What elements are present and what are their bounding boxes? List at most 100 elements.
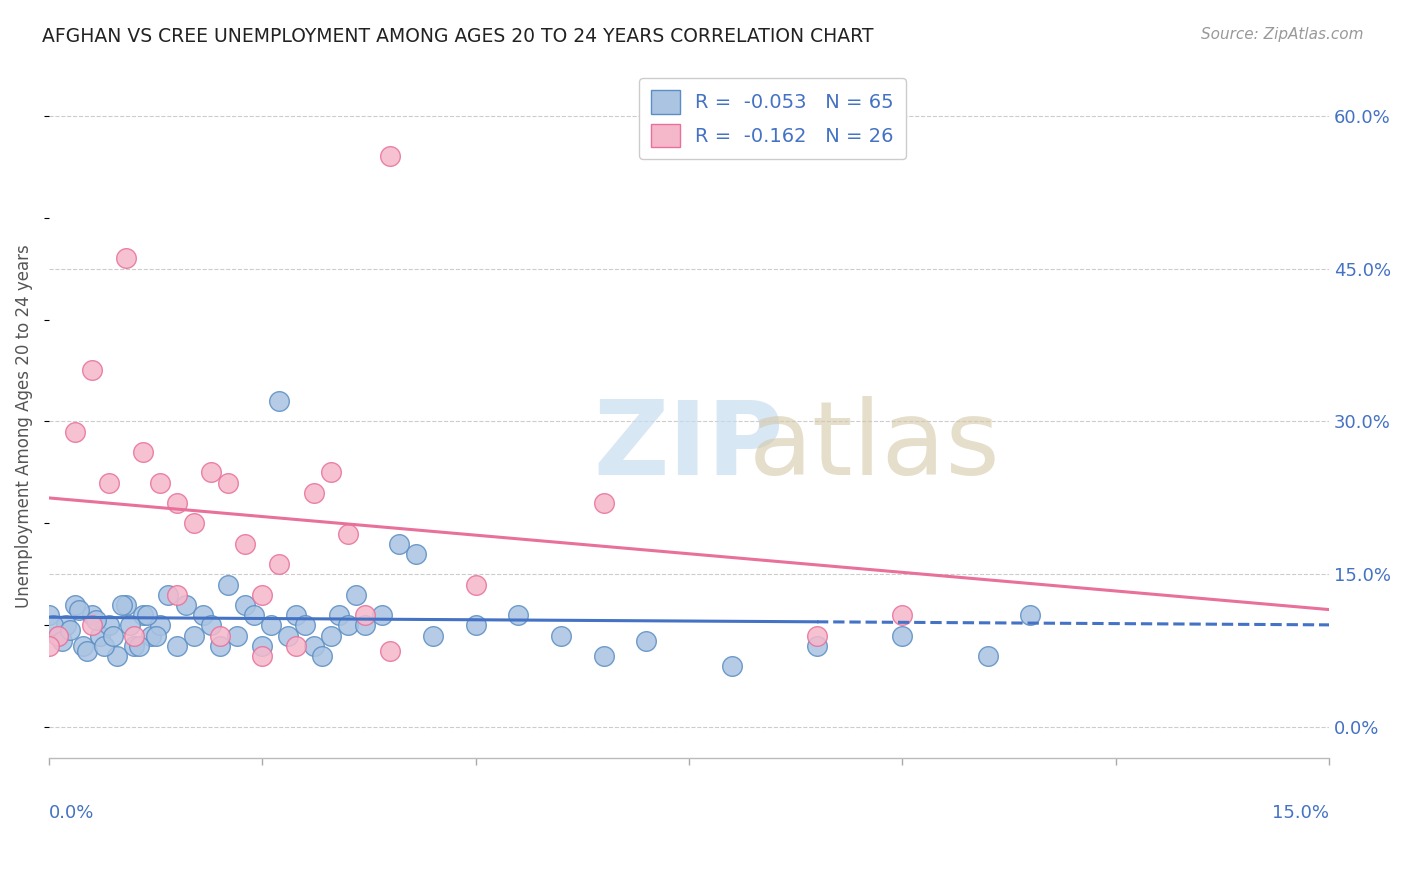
Point: [277, 629, 299, 643]
Point: [344, 588, 367, 602]
Point: [157, 588, 180, 602]
Point: [114, 252, 136, 266]
Point: [101, 629, 124, 643]
Point: [806, 639, 828, 653]
Point: [93, 639, 115, 653]
Point: [110, 598, 132, 612]
Point: [353, 618, 375, 632]
Point: [183, 629, 205, 643]
Point: [166, 639, 188, 653]
Point: [388, 537, 411, 551]
Point: [336, 526, 359, 541]
Point: [63, 598, 86, 612]
Point: [636, 633, 658, 648]
Point: [166, 588, 188, 602]
Point: [80, 608, 103, 623]
Point: [132, 445, 155, 459]
Point: [592, 648, 614, 663]
Point: [200, 466, 222, 480]
Point: [208, 629, 231, 643]
Point: [174, 598, 197, 612]
Point: [132, 608, 155, 623]
Point: [891, 629, 914, 643]
Point: [336, 618, 359, 632]
Point: [59, 624, 82, 638]
Point: [260, 618, 283, 632]
Point: [76, 644, 98, 658]
Point: [405, 547, 427, 561]
Point: [89, 629, 111, 643]
Point: [233, 537, 256, 551]
Point: [371, 608, 394, 623]
Point: [252, 639, 274, 653]
Point: [208, 639, 231, 653]
Point: [225, 629, 247, 643]
Point: [891, 608, 914, 623]
Point: [118, 618, 141, 632]
Point: [38, 608, 60, 623]
Point: [72, 639, 94, 653]
Point: [114, 598, 136, 612]
Point: [38, 639, 60, 653]
Point: [128, 639, 150, 653]
Text: 15.0%: 15.0%: [1272, 804, 1329, 822]
Point: [42, 618, 65, 632]
Point: [124, 629, 146, 643]
Point: [1019, 608, 1042, 623]
Point: [550, 629, 572, 643]
Point: [592, 496, 614, 510]
Point: [464, 577, 486, 591]
Point: [217, 577, 239, 591]
Point: [80, 363, 103, 377]
Text: 0.0%: 0.0%: [49, 804, 94, 822]
Point: [302, 639, 325, 653]
Point: [217, 475, 239, 490]
Point: [124, 639, 146, 653]
Point: [976, 648, 998, 663]
Point: [80, 618, 103, 632]
Point: [183, 516, 205, 531]
Point: [319, 466, 342, 480]
Point: [269, 394, 291, 409]
Point: [145, 629, 167, 643]
Point: [136, 608, 159, 623]
Point: [464, 618, 486, 632]
Y-axis label: Unemployment Among Ages 20 to 24 years: Unemployment Among Ages 20 to 24 years: [15, 244, 32, 608]
Point: [105, 648, 128, 663]
Point: [233, 598, 256, 612]
Point: [285, 608, 308, 623]
Point: [294, 618, 316, 632]
Text: ZIP: ZIP: [593, 396, 785, 497]
Point: [97, 618, 120, 632]
Point: [285, 639, 308, 653]
Point: [806, 629, 828, 643]
Point: [149, 618, 172, 632]
Legend: R =  -0.053   N = 65, R =  -0.162   N = 26: R = -0.053 N = 65, R = -0.162 N = 26: [638, 78, 905, 159]
Point: [269, 558, 291, 572]
Point: [319, 629, 342, 643]
Text: atlas: atlas: [749, 396, 1001, 497]
Point: [166, 496, 188, 510]
Point: [149, 475, 172, 490]
Point: [67, 603, 90, 617]
Point: [97, 475, 120, 490]
Point: [200, 618, 222, 632]
Point: [380, 149, 402, 163]
Point: [508, 608, 530, 623]
Point: [302, 486, 325, 500]
Point: [328, 608, 350, 623]
Point: [720, 659, 742, 673]
Point: [51, 633, 73, 648]
Point: [353, 608, 375, 623]
Point: [311, 648, 333, 663]
Point: [55, 618, 77, 632]
Point: [84, 613, 107, 627]
Point: [46, 629, 69, 643]
Point: [252, 588, 274, 602]
Point: [141, 629, 163, 643]
Point: [252, 648, 274, 663]
Point: [242, 608, 264, 623]
Text: Source: ZipAtlas.com: Source: ZipAtlas.com: [1201, 27, 1364, 42]
Point: [380, 644, 402, 658]
Text: AFGHAN VS CREE UNEMPLOYMENT AMONG AGES 20 TO 24 YEARS CORRELATION CHART: AFGHAN VS CREE UNEMPLOYMENT AMONG AGES 2…: [42, 27, 873, 45]
